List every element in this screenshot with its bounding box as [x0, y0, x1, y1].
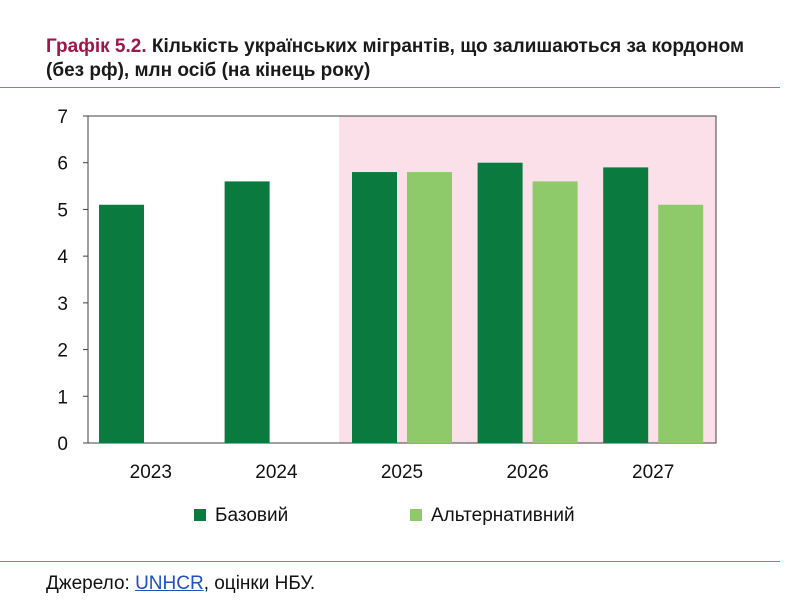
bar-alternative-2026: [532, 181, 578, 443]
y-tick-label: 4: [57, 247, 68, 268]
bar-base-2025: [352, 172, 397, 444]
source-link[interactable]: UNHCR: [135, 573, 204, 594]
chart-title: Графік 5.2. Кількість українських мігран…: [46, 35, 776, 83]
y-tick-label: 3: [57, 294, 68, 315]
chart-title-prefix: Графік 5.2.: [46, 36, 147, 57]
bar-base-2026: [477, 162, 523, 443]
y-tick-label: 5: [57, 200, 68, 221]
bar-chart: 0 1 2 3 4 5 6 7 2023 2024 2025 2026 2027 Базовий Альте…: [57, 107, 717, 526]
bar-base-2024: [224, 181, 270, 443]
legend-label-base: Базовий: [215, 505, 288, 526]
legend-label-alternative: Альтернативний: [431, 505, 575, 526]
source-rest: , оцінки НБУ.: [203, 573, 316, 594]
y-tick-label: 6: [57, 154, 68, 175]
bar-alternative-2025: [407, 172, 452, 444]
bar-base-2027: [603, 167, 649, 443]
bar-base-2023: [99, 204, 144, 443]
forecast-shading: [339, 116, 716, 443]
y-tick-label: 2: [57, 341, 68, 362]
source-label: Джерело:: [46, 573, 130, 594]
source-note: Джерело: UNHCR, оцінки НБУ.: [46, 573, 315, 595]
plot-frame: [87, 115, 717, 444]
x-tick-label: 2025: [381, 462, 423, 483]
legend-swatch-alternative: [410, 509, 422, 521]
bottom-divider: [0, 561, 780, 562]
y-tick-label: 7: [57, 107, 68, 128]
bar-alternative-2027: [658, 204, 704, 443]
x-tick-label: 2026: [506, 462, 548, 483]
chart-title-text: Кількість українських мігрантів, що зали…: [46, 36, 745, 81]
y-tick-label: 1: [57, 387, 68, 408]
legend-swatch-base: [194, 509, 206, 521]
x-tick-label: 2027: [632, 462, 674, 483]
top-divider: [0, 87, 780, 88]
y-tick-label: 0: [57, 434, 68, 455]
x-tick-label: 2023: [130, 462, 172, 483]
x-tick-label: 2024: [255, 462, 298, 483]
